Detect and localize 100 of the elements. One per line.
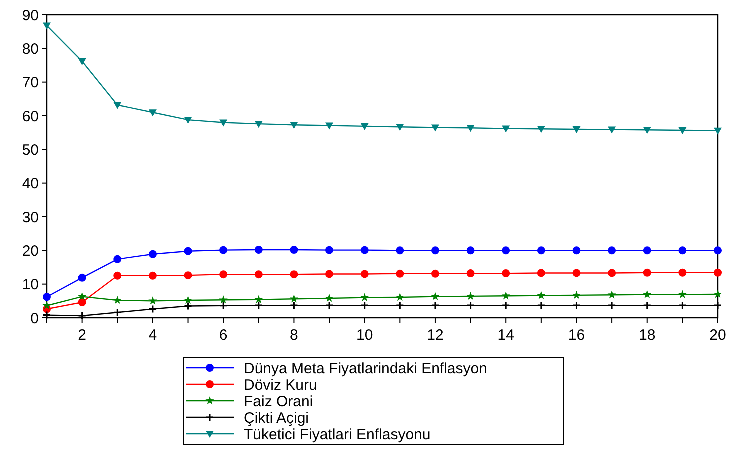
point xyxy=(184,302,193,310)
point xyxy=(326,122,334,130)
legend-label: Dünya Meta Fiyatlarindaki Enflasyon xyxy=(244,360,488,378)
point xyxy=(466,125,475,132)
point xyxy=(502,292,510,300)
point xyxy=(431,246,440,255)
point xyxy=(43,22,51,30)
point xyxy=(502,301,510,310)
y-tick-label: 60 xyxy=(22,108,39,126)
point xyxy=(537,269,546,278)
y-tick-label: 20 xyxy=(22,242,39,260)
point xyxy=(643,290,652,298)
point xyxy=(326,246,334,254)
point xyxy=(608,246,616,255)
point xyxy=(220,270,228,279)
legend-label: Çikti Açigi xyxy=(244,410,310,427)
legend-label: Döviz Kuru xyxy=(244,376,318,394)
point xyxy=(537,126,546,134)
point xyxy=(184,272,192,280)
point xyxy=(78,298,86,307)
point xyxy=(184,296,193,304)
point xyxy=(502,246,510,255)
point xyxy=(78,312,87,320)
point xyxy=(608,126,616,134)
point xyxy=(290,270,298,279)
point xyxy=(78,292,87,300)
point xyxy=(78,274,86,282)
y-tick-label: 50 xyxy=(22,142,39,159)
point xyxy=(466,246,475,255)
point xyxy=(572,290,582,300)
point xyxy=(431,301,440,310)
x-tick-label: 12 xyxy=(427,327,444,344)
point xyxy=(678,301,687,310)
point xyxy=(254,246,263,254)
point xyxy=(643,268,652,277)
point xyxy=(113,296,122,304)
x-tick-label: 20 xyxy=(710,327,726,344)
point xyxy=(643,246,652,255)
point xyxy=(78,58,86,66)
point xyxy=(396,124,404,132)
x-tick-label: 16 xyxy=(568,327,586,344)
point xyxy=(537,301,546,310)
point xyxy=(114,272,122,280)
point xyxy=(114,255,122,264)
point xyxy=(396,292,404,302)
point xyxy=(714,246,722,255)
point xyxy=(643,301,652,310)
point xyxy=(572,126,581,134)
point xyxy=(148,304,158,314)
x-tick-label: 14 xyxy=(498,327,514,344)
x-tick-label: 8 xyxy=(290,327,298,344)
point xyxy=(502,126,510,133)
point xyxy=(396,301,404,310)
point xyxy=(396,270,404,278)
y-tick-label: 90 xyxy=(22,7,39,24)
point xyxy=(254,301,264,310)
point xyxy=(42,301,52,310)
point xyxy=(184,117,192,124)
point xyxy=(360,270,369,278)
point xyxy=(290,246,298,254)
point xyxy=(326,270,334,278)
y-tick-label: 80 xyxy=(22,40,39,58)
point xyxy=(431,270,440,278)
point xyxy=(466,292,476,300)
point xyxy=(608,301,616,310)
y-tick-label: 70 xyxy=(22,74,39,92)
point xyxy=(537,291,546,300)
point xyxy=(148,272,157,280)
point xyxy=(290,294,298,303)
y-tick-label: 10 xyxy=(22,276,39,294)
point xyxy=(537,246,546,255)
point xyxy=(572,269,581,278)
y-tick-label: 40 xyxy=(22,176,39,193)
point xyxy=(148,296,158,305)
x-tick-label: 18 xyxy=(639,327,656,344)
y-tick-label: 0 xyxy=(30,310,39,328)
point xyxy=(466,301,476,310)
point xyxy=(502,270,510,278)
point xyxy=(43,293,51,302)
point xyxy=(678,246,687,255)
point xyxy=(184,247,192,256)
point xyxy=(148,110,157,117)
point xyxy=(714,290,722,298)
point xyxy=(114,102,122,110)
point xyxy=(643,127,652,134)
point xyxy=(220,120,228,127)
point xyxy=(678,268,687,277)
point xyxy=(219,302,228,310)
point xyxy=(219,296,228,304)
point xyxy=(714,268,722,277)
x-tick-label: 4 xyxy=(148,327,158,344)
legend-label: Tüketici Fiyatlari Enflasyonu xyxy=(244,426,431,444)
point xyxy=(714,128,722,135)
point xyxy=(254,121,263,128)
point xyxy=(431,292,440,300)
point xyxy=(148,250,157,258)
x-tick-label: 2 xyxy=(78,327,86,344)
point xyxy=(325,294,334,302)
point xyxy=(254,270,263,279)
point xyxy=(608,290,616,299)
